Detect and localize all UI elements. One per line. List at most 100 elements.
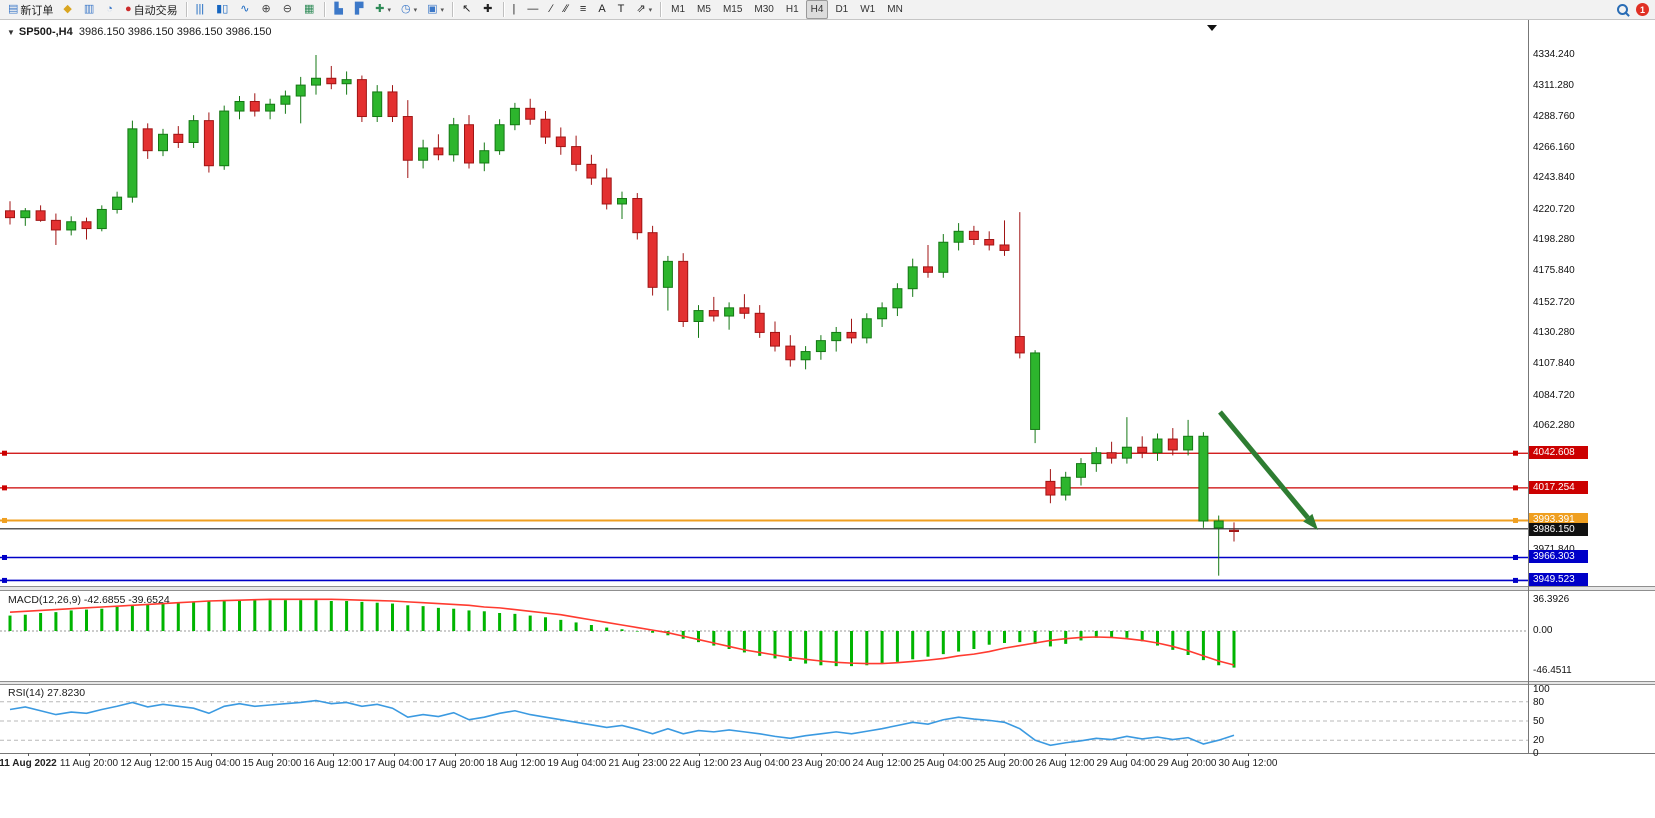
- chevron-down-icon: ▾: [387, 6, 392, 14]
- toolbar-right: 1: [1616, 3, 1649, 17]
- panel-splitter[interactable]: [0, 586, 1655, 591]
- autotrading-button-label: 自动交易: [133, 4, 178, 17]
- time-label: 21 Aug 23:00: [608, 758, 668, 769]
- data-window-icon[interactable]: ▥: [80, 0, 100, 19]
- trendline-icon[interactable]: ∕: [546, 0, 558, 19]
- add-indicator-glyph: ✚: [375, 3, 385, 15]
- trend-arrow-object[interactable]: [1218, 410, 1318, 530]
- chevron-down-icon: ▾: [648, 6, 653, 14]
- time-tick: [1187, 753, 1188, 756]
- panel-splitter[interactable]: [0, 681, 1655, 685]
- time-tick: [28, 753, 29, 756]
- toolbar-separator: [660, 2, 663, 17]
- time-tick: [821, 753, 822, 756]
- horizontal-line-icon[interactable]: —: [523, 0, 544, 19]
- macd-scale-label: 0.00: [1533, 625, 1553, 636]
- timeframe-button-M15[interactable]: M15: [722, 4, 743, 15]
- macd-scale-label: 36.3926: [1533, 593, 1570, 605]
- template-button[interactable]: ▣ ▾: [423, 0, 448, 19]
- time-tick: [699, 753, 700, 756]
- price-label: 4334.240: [1533, 48, 1575, 60]
- chevron-down-icon: ▾: [413, 6, 418, 14]
- text-label-icon[interactable]: A: [594, 0, 611, 19]
- time-tick: [333, 753, 334, 756]
- refresh-icon[interactable]: ◔: [102, 0, 119, 19]
- timeframe-button-D1[interactable]: D1: [835, 4, 849, 15]
- rsi-scale-label: 50: [1533, 716, 1545, 727]
- price-badge: 3986.150: [1529, 523, 1588, 537]
- autotrading-button[interactable]: ● 自动交易: [121, 0, 182, 19]
- chart-title: ▼ SP500-,H4 3986.150 3986.150 3986.150 39…: [7, 26, 272, 38]
- fibonacci-icon[interactable]: ≡: [576, 0, 592, 19]
- main-chart-plot[interactable]: [0, 20, 1528, 586]
- price-label: 4152.720: [1533, 296, 1575, 308]
- candlestick-chart-icon[interactable]: ▮▯: [212, 0, 234, 19]
- time-tick: [1004, 753, 1005, 756]
- timeframe-toolbar: M1 M5 M15 M30 H1 H4 D1 W1 MN: [665, 0, 909, 19]
- time-label: 26 Aug 12:00: [1035, 758, 1095, 769]
- channel-icon-glyph: ∕∕: [564, 3, 568, 15]
- toolbar-separator: [502, 2, 505, 17]
- time-label: 22 Aug 12:00: [669, 758, 729, 769]
- symbol-period-label: SP500-,H4: [18, 26, 73, 38]
- timeframe-button-M5[interactable]: M5: [697, 4, 711, 15]
- new-order-button[interactable]: ▤ 新订单: [4, 0, 57, 19]
- rsi-scale-label: 100: [1533, 684, 1550, 695]
- chart-profiles-icon[interactable]: ◆: [59, 0, 77, 19]
- indicator-shift-icon[interactable]: ▙: [330, 0, 348, 19]
- line-chart-icon[interactable]: ∿: [236, 0, 255, 19]
- crosshair-icon[interactable]: ✚: [479, 0, 498, 19]
- time-label: 17 Aug 20:00: [425, 758, 485, 769]
- zoom-in-icon[interactable]: ⊕: [258, 0, 277, 19]
- time-label: 11 Aug 2022: [0, 758, 57, 769]
- horizontal-line-icon-glyph: —: [527, 3, 539, 15]
- bar-chart-icon[interactable]: |||: [192, 0, 211, 19]
- period-button[interactable]: ◷ ▾: [397, 0, 421, 19]
- cursor-icon[interactable]: ↖: [458, 0, 477, 19]
- time-label: 25 Aug 20:00: [974, 758, 1034, 769]
- notification-badge[interactable]: 1: [1636, 3, 1649, 16]
- rsi-scale-label: 20: [1533, 735, 1545, 747]
- indicator-list-icon[interactable]: ▛: [351, 0, 369, 19]
- time-label: 29 Aug 20:00: [1157, 758, 1217, 769]
- new-order-button-label: 新订单: [20, 4, 54, 17]
- candlesticks: [5, 55, 1239, 576]
- ohlc-values: 3986.150 3986.150 3986.150 3986.150: [78, 26, 272, 38]
- add-indicator-button[interactable]: ✚ ▾: [371, 0, 395, 19]
- timeframe-button-H4[interactable]: H4: [805, 0, 829, 19]
- indicator-shift-icon-glyph: ▙: [334, 3, 343, 15]
- timeframe-button-H1[interactable]: H1: [785, 4, 799, 15]
- rsi-scale-label: 0: [1533, 748, 1539, 759]
- chevron-down-icon: ▾: [440, 6, 445, 14]
- price-label: 4288.760: [1533, 110, 1575, 122]
- time-axis[interactable]: 11 Aug 2022 11 Aug 20:00 12 Aug 12:00 15 Au…: [0, 753, 1655, 771]
- new-order-glyph: ▤: [8, 3, 19, 15]
- channel-icon[interactable]: ∕∕: [560, 0, 574, 19]
- time-label: 29 Aug 04:00: [1096, 758, 1156, 769]
- chart-shift-icon[interactable]: [1207, 25, 1217, 31]
- zoom-out-icon[interactable]: ⊖: [279, 0, 298, 19]
- search-icon[interactable]: [1616, 3, 1630, 17]
- time-tick: [394, 753, 395, 756]
- timeframe-button-M30[interactable]: M30: [754, 4, 774, 15]
- time-tick: [638, 753, 639, 756]
- chart-profiles-icon-glyph: ◆: [63, 3, 72, 15]
- expander-icon[interactable]: ▼: [7, 28, 15, 37]
- price-label: 4311.280: [1533, 80, 1574, 92]
- vertical-line-icon[interactable]: |: [509, 0, 522, 19]
- timeframe-button-MN[interactable]: MN: [887, 4, 903, 15]
- time-label: 23 Aug 20:00: [791, 758, 851, 769]
- arrows-icon-glyph: ⇗: [636, 3, 646, 15]
- time-tick: [577, 753, 578, 756]
- timeframe-button-W1[interactable]: W1: [860, 4, 876, 15]
- chart-window[interactable]: ▼ SP500-,H4 3986.150 3986.150 3986.150 39…: [0, 20, 1655, 818]
- arrows-icon[interactable]: ⇗ ▾: [632, 0, 656, 19]
- time-label: 12 Aug 12:00: [120, 758, 180, 769]
- macd-panel-plot[interactable]: [0, 592, 1528, 681]
- tile-windows-icon[interactable]: ▦: [300, 0, 320, 19]
- text-box-icon[interactable]: T: [614, 0, 631, 19]
- time-label: 24 Aug 12:00: [852, 758, 912, 769]
- timeframe-button-M1[interactable]: M1: [671, 4, 686, 15]
- price-label: 4175.840: [1533, 265, 1575, 277]
- rsi-panel-plot[interactable]: [0, 685, 1528, 753]
